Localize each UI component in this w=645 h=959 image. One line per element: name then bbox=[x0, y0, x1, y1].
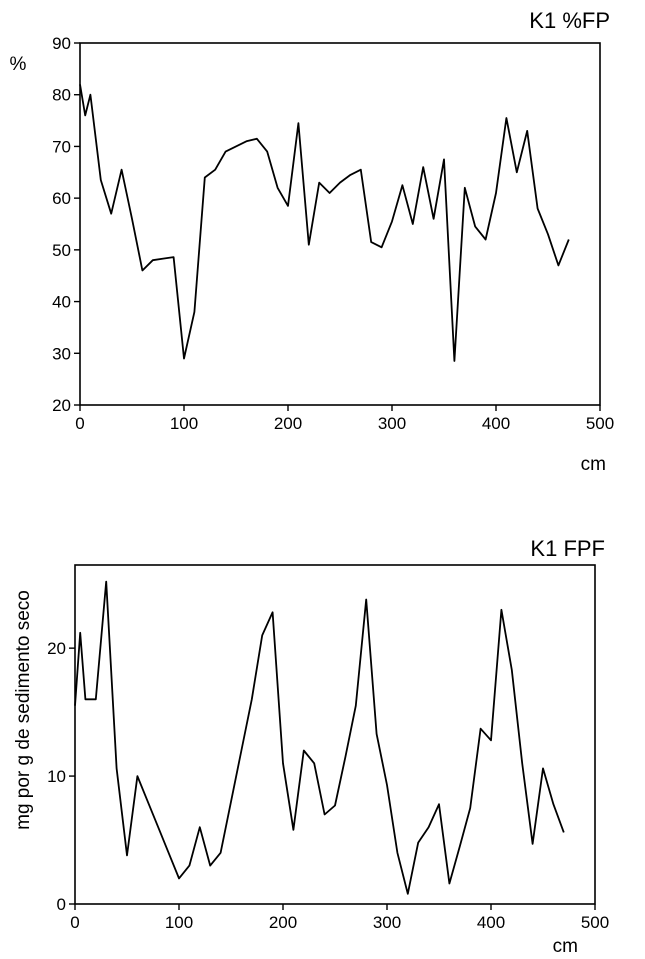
chart-2-series bbox=[74, 580, 565, 895]
chart-k1-fp: K1 %FP % cm 20 30 40 50 60 70 80 90 0 100 200 300 4… bbox=[10, 8, 615, 475]
y-tick-label: 30 bbox=[52, 344, 71, 363]
x-tick-label: 500 bbox=[581, 913, 609, 932]
y-tick-label: 20 bbox=[47, 639, 66, 658]
chart-1-x-ticks: 0 100 200 300 400 500 bbox=[75, 405, 614, 433]
y-tick-label: 0 bbox=[57, 895, 66, 914]
x-tick-label: 400 bbox=[477, 913, 505, 932]
chart-1-series bbox=[79, 84, 570, 362]
x-tick-label: 100 bbox=[170, 414, 198, 433]
x-tick-label: 400 bbox=[482, 414, 510, 433]
x-tick-label: 200 bbox=[269, 913, 297, 932]
y-tick-label: 80 bbox=[52, 86, 71, 105]
chart-k1-fpf: K1 FPF mg por g de sedimento seco cm 0 10… bbox=[13, 536, 609, 957]
chart-1-title: K1 %FP bbox=[529, 8, 610, 33]
y-tick-label: 10 bbox=[47, 767, 66, 786]
y-tick-label: 90 bbox=[52, 34, 71, 53]
chart-2-title: K1 FPF bbox=[530, 536, 605, 561]
y-tick-label: 60 bbox=[52, 189, 71, 208]
x-tick-label: 300 bbox=[373, 913, 401, 932]
x-tick-label: 200 bbox=[274, 414, 302, 433]
chart-2-x-ticks: 0 100 200 300 400 500 bbox=[70, 904, 609, 932]
chart-2-y-axis-label: mg por g de sedimento seco bbox=[13, 590, 34, 830]
y-tick-label: 20 bbox=[52, 396, 71, 415]
series-line bbox=[74, 580, 565, 895]
x-tick-label: 100 bbox=[165, 913, 193, 932]
y-tick-label: 50 bbox=[52, 241, 71, 260]
chart-2-y-ticks: 0 10 20 bbox=[47, 639, 75, 914]
x-tick-label: 300 bbox=[378, 414, 406, 433]
chart-1-x-axis-label: cm bbox=[581, 454, 606, 475]
series-line bbox=[79, 84, 570, 362]
chart-1-y-ticks: 20 30 40 50 60 70 80 90 bbox=[52, 34, 80, 415]
x-tick-label: 0 bbox=[70, 913, 79, 932]
chart-1-plot-frame bbox=[79, 42, 601, 406]
y-tick-label: 70 bbox=[52, 137, 71, 156]
chart-1-y-axis-label: % bbox=[10, 54, 27, 75]
chart-2-x-axis-label: cm bbox=[553, 936, 578, 957]
x-tick-label: 500 bbox=[586, 414, 614, 433]
chart-2-plot-frame bbox=[74, 564, 596, 905]
y-tick-label: 40 bbox=[52, 293, 71, 312]
x-tick-label: 0 bbox=[75, 414, 84, 433]
